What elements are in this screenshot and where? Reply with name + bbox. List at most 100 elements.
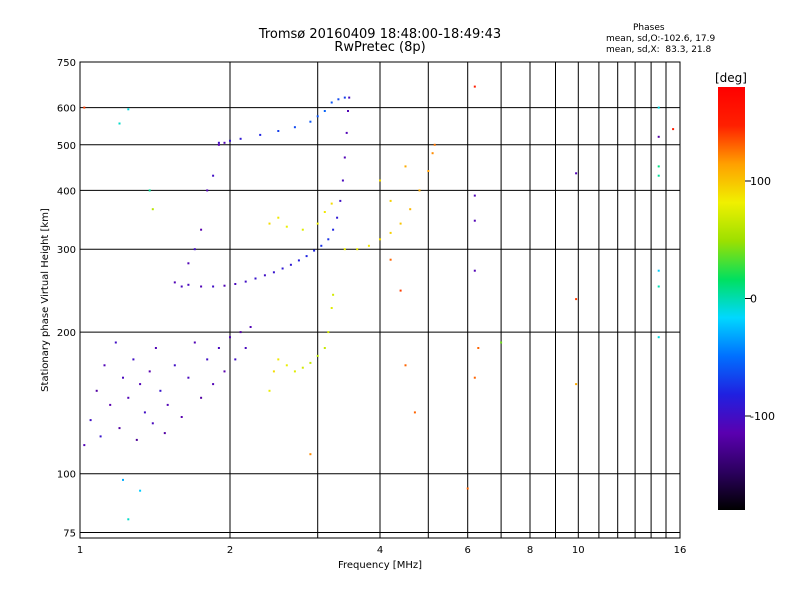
x-tick-label: 4 [377,545,383,556]
data-point [223,284,226,287]
data-point [389,231,392,234]
data-point [301,228,304,231]
data-point [330,202,333,205]
plot-frame [79,61,681,539]
data-point [180,416,183,418]
data-point [345,131,348,134]
data-point [657,336,660,339]
data-point [139,383,142,386]
data-point [277,358,280,361]
data-point [413,411,416,414]
data-point [223,141,226,144]
data-point [327,238,330,241]
data-point [433,143,436,146]
colorbar-tick-label: 0 [750,293,757,306]
data-point [409,208,412,211]
data-point [118,122,121,125]
data-point [332,293,335,296]
data-point [330,101,333,104]
data-point [99,435,102,438]
data-point [293,370,296,373]
data-point [404,165,407,168]
data-point [95,389,98,392]
colorbar [718,87,745,510]
data-point [166,403,169,406]
data-point [272,370,275,373]
colorbar-tick-label: 100 [750,175,771,188]
data-point [263,274,266,277]
data-point [154,347,157,349]
y-axis-label: Stationary phase Virtual Height [km] [40,208,51,392]
data-point [187,262,190,265]
x-tick-label: 2 [227,545,233,556]
data-point [223,370,226,373]
data-point [473,194,476,197]
y-tick-label: 300 [57,245,76,256]
data-point [206,189,209,192]
phase-stats-x: mean, sd,X: 83.3, 21.8 [606,45,712,55]
data-point [239,331,242,334]
data-point [281,267,284,270]
data-point [343,156,346,159]
data-point [268,222,271,225]
phase-stats-heading: Phases [633,23,665,33]
data-point [200,228,203,231]
data-point [427,170,430,172]
data-point [347,110,349,112]
data-point [404,364,407,367]
data-point [249,326,252,328]
data-point [159,389,162,392]
data-point [127,518,130,521]
data-point [356,248,359,251]
data-point [473,219,476,222]
data-point [657,269,660,272]
data-point [122,478,124,481]
data-point [193,248,196,251]
data-point [127,396,130,399]
data-point [89,419,92,422]
data-point [212,174,215,177]
data-point [127,108,130,111]
data-point [206,358,209,361]
data-point [212,383,215,386]
data-point [212,285,215,288]
data-point [289,263,292,266]
data-point [254,277,257,280]
data-point [575,383,578,386]
data-point [277,130,280,132]
data-point [217,347,220,349]
data-point [229,336,231,339]
data-point [657,285,660,288]
data-point [148,370,151,373]
data-point [389,258,392,261]
data-point [297,259,300,262]
x-axis-label: Frequency [MHz] [338,560,422,571]
data-point [575,298,578,301]
data-point [500,341,503,344]
data-point [473,85,476,88]
data-point [234,283,237,285]
data-point [118,427,121,430]
data-point [657,165,660,168]
data-point [473,269,476,272]
data-point [217,141,220,144]
data-point [217,143,220,146]
data-point [301,366,304,369]
y-tick-label: 600 [57,104,76,115]
data-point [187,283,190,286]
x-tick-label: 16 [674,545,687,556]
data-point [320,244,323,247]
data-point [285,225,288,228]
data-point [367,244,370,247]
data-point [109,403,112,406]
data-point [343,248,346,251]
data-point [332,228,335,231]
data-point [272,271,275,274]
x-tick-label: 10 [572,545,585,556]
data-point [151,208,154,211]
data-point [337,98,340,101]
data-point [83,444,86,447]
data-point [180,285,183,288]
data-point [575,172,578,175]
data-point [163,432,166,435]
